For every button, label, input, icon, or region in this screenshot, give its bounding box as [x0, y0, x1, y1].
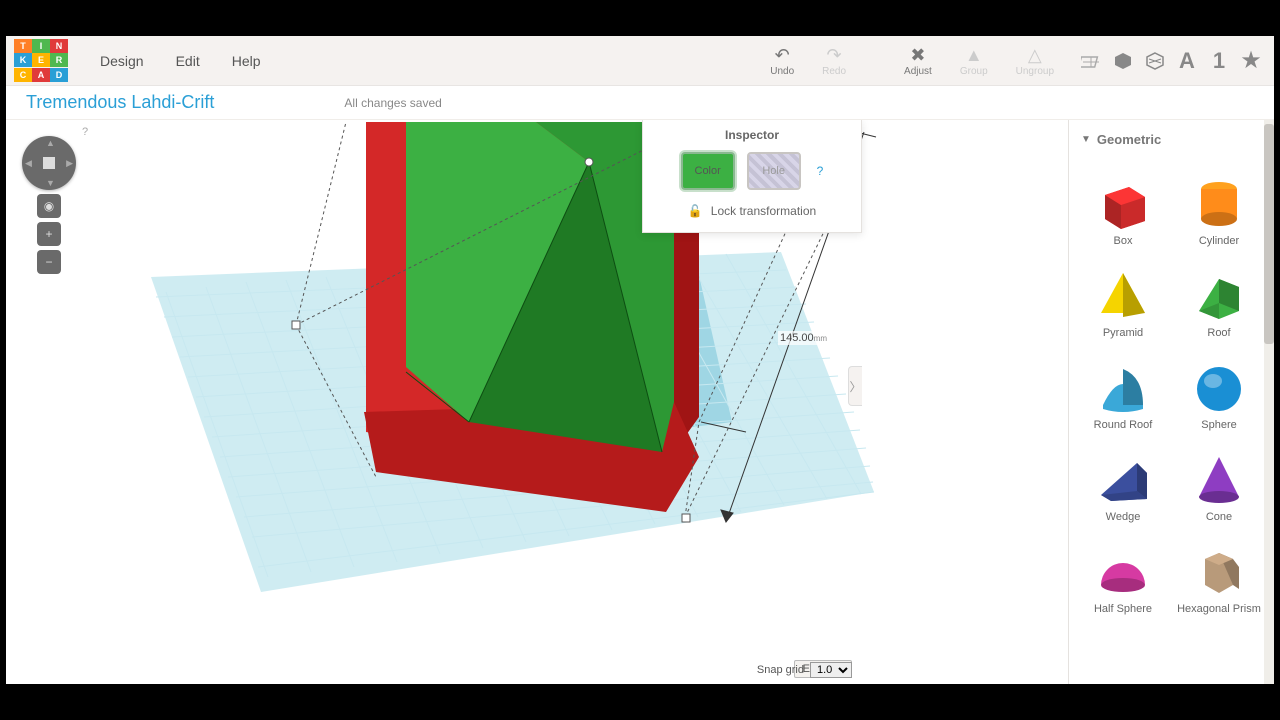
- canvas-3d-viewport[interactable]: 145.00mm ? ▲ ▼ ◀ ▶ ◉ + −: [6, 120, 1068, 684]
- group-button[interactable]: ▲ Group: [946, 40, 1002, 81]
- fit-view-button[interactable]: ◉: [37, 194, 61, 218]
- shape-cone[interactable]: Cone: [1171, 431, 1267, 523]
- group-label: Group: [960, 66, 988, 77]
- viewcube-right[interactable]: ▶: [66, 158, 73, 169]
- view-cube[interactable]: ? ▲ ▼ ◀ ▶ ◉ + −: [22, 136, 76, 274]
- viewcube-home-icon[interactable]: [43, 157, 55, 169]
- inspector-panel: Inspector Color Hole ? 🔓 Lock transforma…: [642, 120, 862, 233]
- snap-grid-select[interactable]: 1.0: [810, 662, 852, 678]
- undo-icon: ↶: [775, 44, 790, 66]
- panel-scrollbar[interactable]: [1264, 120, 1274, 684]
- shape-sphere[interactable]: Sphere: [1171, 339, 1267, 431]
- menu-edit[interactable]: Edit: [160, 39, 216, 83]
- zoom-in-button[interactable]: +: [37, 222, 61, 246]
- lock-icon: 🔓: [688, 204, 703, 218]
- panel-category-header[interactable]: ▼ Geometric: [1073, 128, 1270, 151]
- workplane-icon[interactable]: [1078, 48, 1104, 74]
- shape-box[interactable]: Box: [1075, 155, 1171, 247]
- tinkercad-logo[interactable]: TINKERCAD: [14, 39, 72, 83]
- redo-icon: ↷: [827, 44, 842, 66]
- letter-a-icon[interactable]: A: [1174, 48, 1200, 74]
- ungroup-label: Ungroup: [1016, 66, 1054, 77]
- inspector-help-icon[interactable]: ?: [817, 164, 824, 178]
- shape-wedge[interactable]: Wedge: [1075, 431, 1171, 523]
- shape-roof[interactable]: Roof: [1171, 247, 1267, 339]
- adjust-button[interactable]: ✖ Adjust: [890, 40, 946, 81]
- viewcube-left[interactable]: ◀: [25, 158, 32, 169]
- dimension-label[interactable]: 145.00mm: [778, 331, 829, 345]
- shape-library-panel: ▼ Geometric BoxCylinderPyramidRoofRound …: [1068, 120, 1274, 684]
- shape-half-sphere[interactable]: Half Sphere: [1075, 523, 1171, 615]
- project-title[interactable]: Tremendous Lahdi-Crift: [26, 92, 214, 113]
- ungroup-button[interactable]: △ Ungroup: [1002, 40, 1068, 81]
- lock-label[interactable]: Lock transformation: [711, 204, 816, 218]
- adjust-icon: ✖: [910, 44, 925, 66]
- inspector-title: Inspector: [657, 128, 847, 142]
- save-status: All changes saved: [344, 96, 441, 110]
- menu-design[interactable]: Design: [84, 39, 160, 83]
- dimension-value: 145.00: [780, 332, 814, 344]
- group-icon: ▲: [965, 44, 983, 66]
- chevron-down-icon: ▼: [1081, 134, 1091, 145]
- title-row: Tremendous Lahdi-Crift All changes saved: [6, 86, 1274, 120]
- dimension-unit: mm: [814, 334, 827, 343]
- adjust-label: Adjust: [904, 66, 932, 77]
- ungroup-icon: △: [1028, 44, 1042, 66]
- workplane-svg: [6, 120, 1068, 684]
- shape-cylinder[interactable]: Cylinder: [1171, 155, 1267, 247]
- shape-pyramid[interactable]: Pyramid: [1075, 247, 1171, 339]
- number-1-icon[interactable]: 1: [1206, 48, 1232, 74]
- viewcube-up[interactable]: ▲: [46, 138, 55, 148]
- panel-expand-tab[interactable]: 〉: [848, 366, 862, 406]
- menubar: TINKERCAD Design Edit Help ↶ Undo ↷ Redo…: [6, 36, 1274, 86]
- view-pattern-icon[interactable]: [1142, 48, 1168, 74]
- redo-button[interactable]: ↷ Redo: [808, 40, 860, 81]
- panel-category-label: Geometric: [1097, 132, 1161, 147]
- undo-label: Undo: [770, 66, 794, 77]
- viewcube-help[interactable]: ?: [82, 126, 88, 138]
- undo-button[interactable]: ↶ Undo: [756, 40, 808, 81]
- redo-label: Redo: [822, 66, 846, 77]
- viewcube-down[interactable]: ▼: [46, 178, 55, 188]
- handle-top-mid[interactable]: [585, 158, 593, 166]
- star-icon[interactable]: ★: [1238, 48, 1264, 74]
- color-swatch-button[interactable]: Color: [681, 152, 735, 190]
- shape-hexagonal-prism[interactable]: Hexagonal Prism: [1171, 523, 1267, 615]
- snap-grid-label: Snap grid: [757, 664, 804, 676]
- zoom-out-button[interactable]: −: [37, 250, 61, 274]
- view-solid-icon[interactable]: [1110, 48, 1136, 74]
- menu-help[interactable]: Help: [216, 39, 277, 83]
- shape-round-roof[interactable]: Round Roof: [1075, 339, 1171, 431]
- hole-swatch-button[interactable]: Hole: [747, 152, 801, 190]
